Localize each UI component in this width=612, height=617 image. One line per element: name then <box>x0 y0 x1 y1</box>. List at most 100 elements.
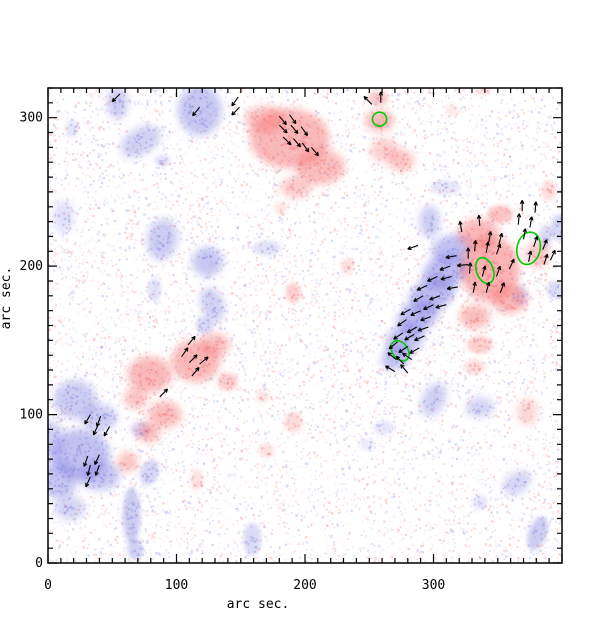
magnetic-vector-arrow <box>378 91 384 103</box>
axis-ticks <box>47 87 563 564</box>
magnetic-vector-arrow <box>92 424 99 436</box>
magnetic-vector-arrow <box>395 355 405 365</box>
magnetic-region <box>388 150 415 172</box>
magnetic-vector-arrow <box>300 126 309 137</box>
magnetic-region <box>200 287 225 322</box>
magnetic-vector-arrow <box>485 281 491 293</box>
magnetic-vector-arrow <box>384 365 396 372</box>
magnetic-vector-arrow <box>522 228 527 240</box>
magnetic-region <box>252 240 281 256</box>
x-tick-label: 300 <box>422 578 445 593</box>
magnetic-vector-arrow <box>417 326 429 332</box>
magnetic-vector-arrow <box>409 347 420 354</box>
magnetic-region <box>464 359 485 375</box>
y-tick-label: 0 <box>35 556 43 571</box>
magnetic-region <box>420 382 447 417</box>
magnetic-vector-arrow <box>406 326 418 334</box>
magnetic-vector-arrow <box>282 136 292 146</box>
magnetic-region <box>122 487 141 544</box>
magnetic-vector-arrow <box>393 332 404 340</box>
magnetic-vector-arrow <box>191 367 200 377</box>
magnetic-region <box>199 332 231 357</box>
magnetic-region <box>517 398 538 425</box>
magnetic-vector-arrow <box>181 347 189 358</box>
magnetic-vector-arrow <box>289 114 297 125</box>
magnetic-vector-arrow <box>499 282 506 293</box>
magnetic-vector-arrow <box>397 319 407 327</box>
magnetic-vector-arrow <box>278 115 287 126</box>
magnetic-vector-arrow <box>388 341 398 350</box>
magnetic-vector-arrow <box>387 352 397 361</box>
magnetic-region <box>139 459 160 486</box>
magnetic-region <box>285 282 302 304</box>
vector-arrows-layer <box>83 91 556 488</box>
magnetic-vector-arrow <box>473 240 478 252</box>
magnetic-region <box>445 104 458 117</box>
magnetic-vector-arrow <box>420 316 432 322</box>
x-tick-label: 100 <box>165 578 188 593</box>
magnetic-region <box>244 105 286 133</box>
magnetic-region <box>472 494 488 510</box>
magnetic-region <box>195 316 214 335</box>
magnetic-region <box>48 420 64 460</box>
magnetic-vector-arrow <box>481 265 487 277</box>
magnetic-vector-arrow <box>400 364 409 374</box>
magnetic-vector-arrow <box>445 254 457 260</box>
magnetic-region <box>177 88 222 136</box>
flare-contour <box>390 339 410 362</box>
y-tick-label: 100 <box>20 408 43 423</box>
axes-layer <box>47 87 563 564</box>
flare-contour <box>371 111 388 127</box>
magnetic-vector-arrow <box>84 414 91 425</box>
magnetic-vector-arrow <box>199 356 209 365</box>
y-axis-title: arc sec. <box>0 267 14 330</box>
magnetic-region <box>117 451 138 473</box>
noise-dots <box>48 88 562 563</box>
magnetic-vector-arrow <box>423 304 434 310</box>
magnetic-vector-arrow <box>472 281 477 293</box>
magnetic-region <box>127 356 172 393</box>
magnetic-vector-arrow <box>467 262 473 274</box>
magnetic-vector-arrow <box>549 249 556 261</box>
magnetic-vector-arrow <box>416 284 428 291</box>
magnetic-region <box>146 218 178 261</box>
polarity-regions-layer <box>48 88 562 561</box>
magnetic-vector-arrow <box>456 263 469 268</box>
x-axis-title: arc sec. <box>227 597 290 612</box>
magnetic-region <box>503 470 531 496</box>
magnetic-region <box>256 390 270 403</box>
magnetic-vector-arrow <box>231 106 240 116</box>
magnetic-region <box>457 218 500 249</box>
magnetic-region <box>243 522 262 556</box>
magnetic-vector-arrow <box>94 464 100 476</box>
magnetic-vector-arrow <box>458 220 463 233</box>
magnetic-vector-arrow <box>290 124 299 135</box>
magnetic-vector-arrow <box>301 142 310 153</box>
magnetic-vector-arrow <box>446 286 458 291</box>
magnetic-region <box>154 154 171 167</box>
magnetic-region <box>123 387 147 409</box>
magnetic-vector-arrow <box>398 345 409 354</box>
magnetic-region <box>487 205 514 224</box>
magnetic-region <box>190 469 204 491</box>
magnetic-vector-arrow <box>485 241 490 253</box>
magnetic-vector-arrow <box>429 295 441 301</box>
magnetic-region <box>191 246 223 277</box>
magnetic-region <box>358 438 375 451</box>
magnetic-vector-arrow <box>439 265 451 271</box>
magnetic-vector-arrow <box>111 93 121 103</box>
magnetic-vector-arrow <box>85 476 91 488</box>
magnetic-vector-arrow <box>86 464 91 477</box>
magnetic-vector-arrow <box>192 106 201 117</box>
speckle-noise-layer <box>48 88 562 563</box>
x-tick-label: 0 <box>44 578 52 593</box>
magnetic-vector-arrow <box>487 231 493 243</box>
magnetic-vector-arrow <box>426 276 438 282</box>
magnetic-vector-arrow <box>527 250 533 262</box>
magnetic-vector-arrow <box>103 426 111 437</box>
magnetic-vector-arrow <box>363 95 373 105</box>
magnetic-region <box>527 516 549 551</box>
magnetic-vector-arrow <box>187 335 196 346</box>
magnetic-region <box>367 90 389 106</box>
